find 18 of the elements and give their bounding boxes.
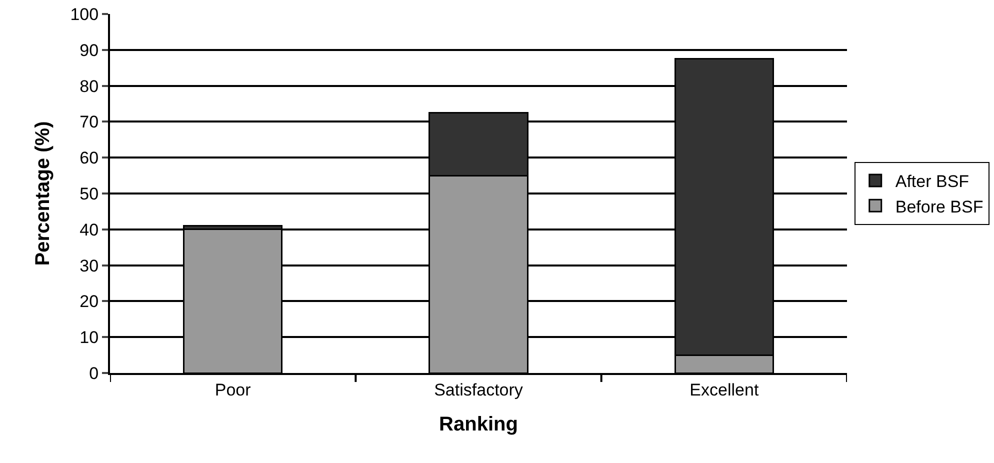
y-tick-label: 0: [89, 364, 99, 383]
y-tick-label: 30: [80, 256, 99, 276]
y-tick-label: 40: [80, 220, 99, 240]
y-tick-label: 70: [80, 112, 99, 132]
y-tick-label: 100: [70, 4, 99, 24]
y-tick-label: 50: [80, 184, 99, 204]
legend-label: Before BSF: [895, 197, 984, 216]
y-tick-label: 60: [80, 148, 99, 168]
y-tick-label: 20: [80, 292, 99, 312]
y-tick-label: 10: [80, 328, 99, 348]
x-tick-label: Poor: [214, 380, 252, 400]
x-axis-title: Ranking: [439, 413, 518, 436]
x-tick-label: Excellent: [690, 380, 759, 400]
y-tick-label: 80: [80, 76, 99, 96]
y-axis-title: Percentage (%): [32, 121, 54, 266]
legend-label: After BSF: [895, 172, 970, 192]
x-tick-label: Satisfactory: [434, 380, 524, 400]
y-tick-label: 90: [80, 40, 99, 60]
